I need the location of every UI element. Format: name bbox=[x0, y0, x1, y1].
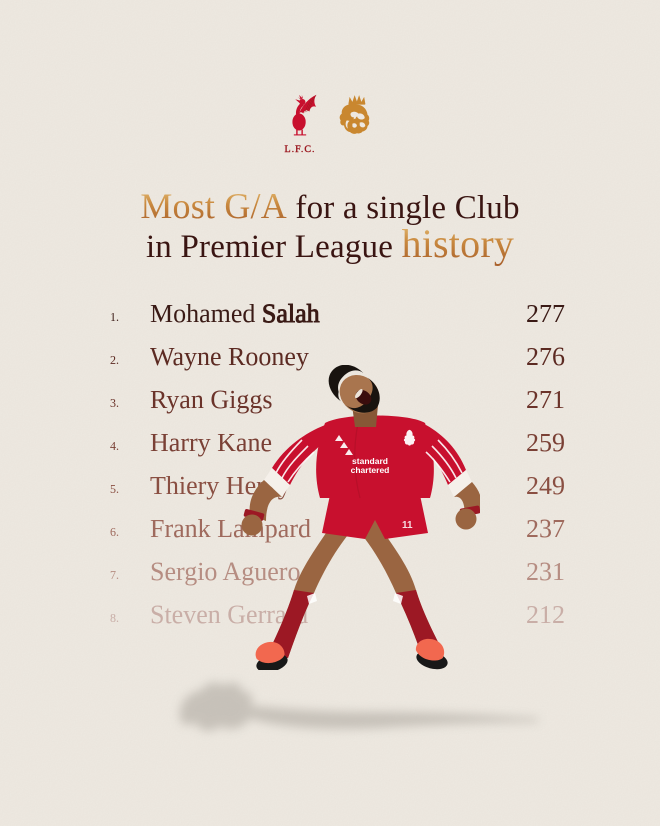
svg-text:chartered: chartered bbox=[351, 465, 390, 475]
svg-text:11: 11 bbox=[402, 520, 413, 531]
